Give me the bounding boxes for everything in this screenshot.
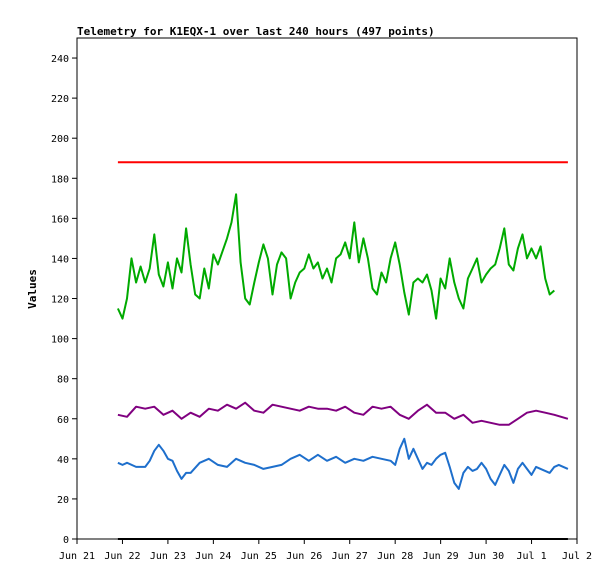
y-axis: 0 20 40 60 80 100 120 140 160 180 200 220 240 [51,54,77,546]
y-tick-label: 220 [51,94,69,105]
x-tick-label: Jul 2 [562,551,592,562]
y-tick-label: 20 [57,495,69,506]
plot-area [76,37,578,540]
series-line-3 [117,437,569,490]
y-axis-label: Values [26,269,39,309]
y-tick-label: 60 [57,415,69,426]
y-tick-label: 140 [51,254,69,265]
x-tick-label: Jun 26 [286,551,322,562]
x-tick-label: Jun 22 [104,551,140,562]
y-tick-label: 40 [57,455,69,466]
x-tick-label: Jun 27 [332,551,368,562]
y-tick-label: 0 [63,535,69,546]
x-tick-label: Jun 28 [377,551,413,562]
series-line-2 [117,401,569,426]
x-tick-label: Jun 23 [150,551,186,562]
series-layer [116,161,569,540]
series-line-1 [116,193,555,320]
x-tick-label: Jul 1 [516,551,546,562]
x-tick-label: Jun 25 [241,551,277,562]
y-tick-label: 120 [51,295,69,306]
y-tick-label: 160 [51,214,69,225]
y-tick-label: 80 [57,375,69,386]
y-tick-label: 200 [51,134,69,145]
x-tick-label: Jun 30 [468,551,504,562]
chart-title: Telemetry for K1EQX-1 over last 240 hour… [77,25,435,38]
y-tick-label: 100 [51,335,69,346]
x-tick-label: Jun 21 [59,551,95,562]
x-tick-label: Jun 24 [195,551,231,562]
x-tick-label: Jun 29 [423,551,459,562]
x-axis: Jun 21 Jun 22 Jun 23 Jun 24 Jun 25 Jun 26 Jun … [59,539,592,562]
y-tick-label: 240 [51,54,69,65]
y-tick-label: 180 [51,174,69,185]
